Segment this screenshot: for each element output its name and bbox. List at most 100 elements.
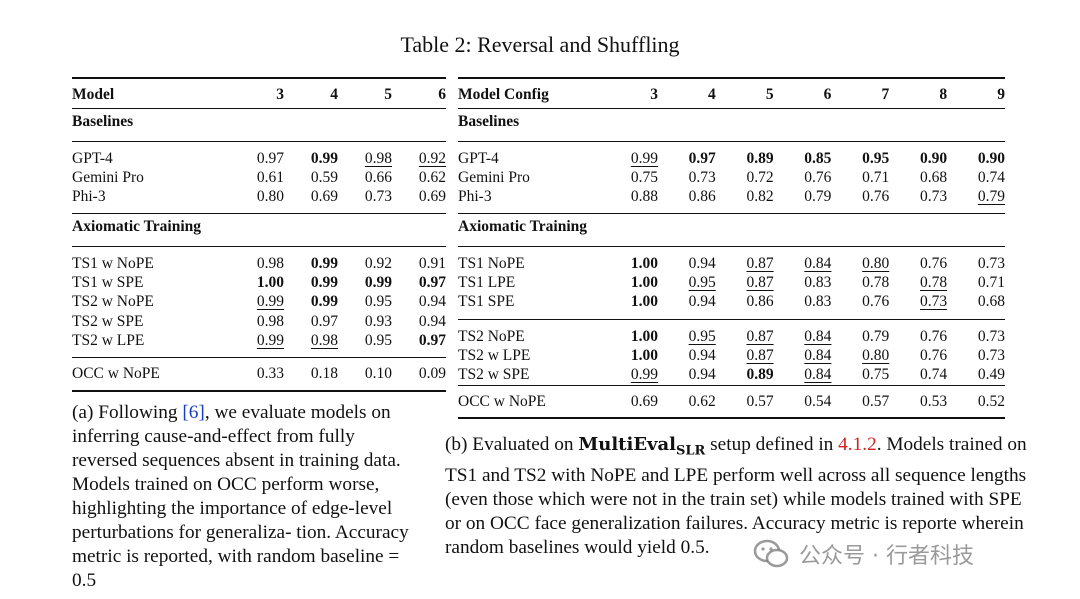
cell-value: 0.85 xyxy=(804,149,832,167)
score-cell: 0.73 xyxy=(947,346,1005,365)
score-cell: 0.99 xyxy=(338,273,392,292)
cell-value: 0.90 xyxy=(977,149,1005,167)
cell-value: 0.99 xyxy=(630,149,658,167)
column-header: 3 xyxy=(600,77,658,110)
section-link[interactable]: 4.1.2 xyxy=(838,434,877,455)
table-row: TS2 NoPE 1.00 0.95 0.87 0.84 0.79 0.76 0.73 xyxy=(458,319,1005,346)
cell-value: 1.00 xyxy=(630,346,658,364)
score-cell: 0.85 xyxy=(774,141,832,168)
cell-value: 0.73 xyxy=(977,346,1005,364)
score-cell: 0.78 xyxy=(831,273,889,292)
cell-value: 0.84 xyxy=(804,327,832,345)
table-row: TS1 SPE 1.00 0.94 0.86 0.83 0.76 0.73 0.68 xyxy=(458,292,1005,320)
cell-value: 0.97 xyxy=(256,149,284,167)
score-cell: 0.73 xyxy=(889,292,948,320)
score-cell: 0.94 xyxy=(657,292,716,320)
model-cell: TS1 LPE xyxy=(458,273,600,292)
cell-value: 0.09 xyxy=(418,365,446,383)
cell-value: 0.74 xyxy=(919,366,948,384)
score-cell: 0.59 xyxy=(284,168,338,187)
cell-value: 0.61 xyxy=(256,168,284,186)
table-row: TS1 w SPE 1.00 0.99 0.99 0.97 xyxy=(72,273,446,292)
cell-value: 0.62 xyxy=(688,392,716,410)
table-a: Model 3 4 5 6 Baselines GPT-4 0.97 0.99 0.98 0.92 G… xyxy=(72,77,446,392)
model-cell: OCC w NoPE xyxy=(72,357,230,392)
score-cell: 0.95 xyxy=(338,292,392,311)
score-cell: 0.57 xyxy=(831,384,890,419)
column-header: 9 xyxy=(947,77,1005,110)
row-label: TS1 LPE xyxy=(458,274,516,292)
table-row: TS1 w NoPE 0.98 0.99 0.92 0.91 xyxy=(72,246,446,273)
section-header: Baselines xyxy=(72,108,446,142)
setup-name-main: MultiEval xyxy=(578,434,676,455)
score-cell: 0.69 xyxy=(392,187,446,215)
score-cell: 0.68 xyxy=(889,168,947,187)
score-cell: 0.76 xyxy=(831,187,890,215)
column-header: 8 xyxy=(889,77,948,110)
score-cell: 0.62 xyxy=(392,168,446,187)
table-header: Model Config 3 4 5 6 7 8 9 xyxy=(458,77,1005,110)
model-cell: TS2 w NoPE xyxy=(72,292,230,311)
score-cell: 0.79 xyxy=(947,187,1005,215)
score-cell: 0.98 xyxy=(230,246,284,273)
score-cell: 0.92 xyxy=(392,141,446,168)
score-cell: 0.99 xyxy=(600,141,658,168)
score-cell: 0.92 xyxy=(338,246,392,273)
cell-value: 0.95 xyxy=(688,327,716,345)
score-cell: 1.00 xyxy=(600,319,658,346)
cell-value: 0.66 xyxy=(364,168,392,186)
section-label: Axiomatic Training xyxy=(72,213,446,247)
caption-b-post: . Models trained on TS1 and TS2 with NoP… xyxy=(445,434,1027,558)
model-cell: OCC w NoPE xyxy=(458,384,601,419)
cell-value: 0.99 xyxy=(256,331,284,349)
score-cell: 0.84 xyxy=(774,346,831,365)
model-cell: Gemini Pro xyxy=(72,168,230,187)
score-cell: 0.69 xyxy=(284,187,338,215)
cell-value: 0.33 xyxy=(256,365,284,383)
section-label: Baselines xyxy=(72,108,446,142)
table-b: Model Config 3 4 5 6 7 8 9 Baselines GPT-4 0.99 0.9… xyxy=(458,77,1005,419)
row-label: Gemini Pro xyxy=(72,168,144,186)
cell-value: 1.00 xyxy=(630,274,658,292)
score-cell: 0.95 xyxy=(338,330,392,359)
cell-value: 0.98 xyxy=(256,312,284,330)
cell-value: 0.92 xyxy=(418,149,446,167)
cell-value: 1.00 xyxy=(630,327,658,345)
cell-value: 0.89 xyxy=(746,366,774,384)
setup-name-sub: SLR xyxy=(676,443,706,459)
cell-value: 0.89 xyxy=(746,149,774,167)
score-cell: 0.95 xyxy=(658,319,716,346)
cell-value: 0.99 xyxy=(310,254,338,272)
score-cell: 0.62 xyxy=(657,384,716,419)
cell-value: 0.52 xyxy=(977,392,1005,410)
cell-value: 0.98 xyxy=(310,331,338,349)
cell-value: 0.76 xyxy=(919,254,948,272)
cell-value: 0.69 xyxy=(630,392,658,410)
row-label: OCC w NoPE xyxy=(458,392,546,410)
score-cell: 0.99 xyxy=(230,330,284,359)
cell-value: 0.71 xyxy=(977,274,1005,292)
cell-value: 0.94 xyxy=(418,312,446,330)
score-cell: 0.87 xyxy=(716,346,773,365)
score-cell: 0.80 xyxy=(230,187,284,215)
cell-value: 0.86 xyxy=(746,293,774,311)
citation-link[interactable]: [6] xyxy=(182,402,205,423)
column-header: 5 xyxy=(715,77,774,110)
column-header: 5 xyxy=(338,77,392,110)
model-cell: TS2 w SPE xyxy=(72,312,230,331)
row-label: GPT-4 xyxy=(458,149,499,167)
row-label: TS1 NoPE xyxy=(458,254,525,272)
cell-value: 0.99 xyxy=(310,274,338,292)
cell-value: 0.76 xyxy=(919,346,948,364)
table-row: GPT-4 0.97 0.99 0.98 0.92 xyxy=(72,141,446,168)
cell-value: 0.93 xyxy=(364,312,392,330)
model-cell: TS2 NoPE xyxy=(458,319,600,346)
score-cell: 1.00 xyxy=(230,273,284,292)
cell-value: 0.95 xyxy=(688,274,716,292)
score-cell: 0.99 xyxy=(230,292,284,311)
cell-value: 0.72 xyxy=(746,168,774,186)
table-row: TS2 w LPE 0.99 0.98 0.95 0.97 xyxy=(72,330,446,359)
score-cell: 0.76 xyxy=(889,346,947,365)
score-cell: 0.94 xyxy=(658,365,716,385)
cell-value: 0.73 xyxy=(364,188,392,206)
